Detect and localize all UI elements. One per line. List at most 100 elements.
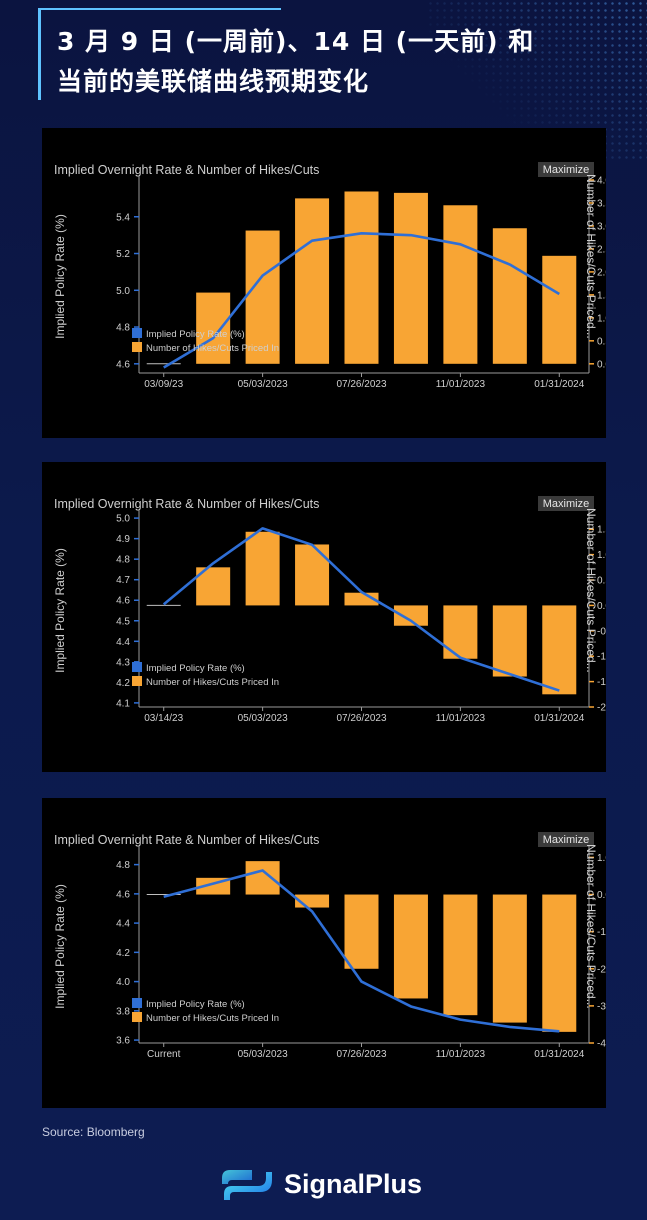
chart-current: Implied Overnight Rate & Number of Hikes…	[53, 832, 606, 1060]
right-axis-tick-label: -1.0	[597, 652, 606, 663]
bar	[245, 861, 280, 895]
right-axis-tick-label: 1.5	[597, 525, 606, 536]
left-axis-tick-label: 4.2	[116, 678, 130, 689]
brand-name: SignalPlus	[284, 1168, 423, 1199]
right-axis-tick-label: 3.5	[597, 198, 606, 209]
right-axis-tick-label: -1.5	[597, 677, 606, 688]
left-axis-tick-label: 4.7	[116, 575, 130, 586]
right-axis-tick-label: 2.5	[597, 244, 606, 255]
legend-label-bar: Number of Hikes/Cuts Priced In	[146, 343, 279, 354]
legend-swatch-line	[132, 998, 142, 1008]
legend-swatch-bar	[132, 1012, 142, 1022]
chart-title: Implied Overnight Rate & Number of Hikes…	[54, 163, 319, 177]
left-axis-tick-label: 4.6	[116, 596, 130, 607]
right-axis-tick-label: -3.0	[597, 1001, 606, 1012]
right-axis-label: Number of Hikes/Cuts Priced...	[584, 508, 598, 673]
left-axis-tick-label: 3.6	[116, 1036, 130, 1047]
x-axis-tick-label: 05/03/2023	[238, 1049, 288, 1060]
right-axis-tick-label: 2.0	[597, 267, 606, 278]
left-axis-label: Implied Policy Rate (%)	[53, 214, 67, 339]
bar	[393, 192, 428, 364]
left-axis-tick-label: 3.8	[116, 1006, 130, 1017]
bar	[542, 605, 577, 695]
chart-mar-9: Implied Overnight Rate & Number of Hikes…	[53, 162, 606, 390]
bar	[393, 605, 428, 626]
bar	[245, 230, 280, 364]
left-axis-tick-label: 4.8	[116, 555, 130, 566]
right-axis-label: Number of Hikes/Cuts Priced...	[584, 174, 598, 339]
legend-label-line: Implied Policy Rate (%)	[146, 663, 245, 674]
legend-label-bar: Number of Hikes/Cuts Priced In	[146, 1013, 279, 1024]
left-axis-label: Implied Policy Rate (%)	[53, 884, 67, 1009]
bar	[245, 531, 280, 606]
rate-line	[163, 869, 560, 1033]
page-title: 3 月 9 日 (一周前)、14 日 (一天前) 和 当前的美联储曲线预期变化	[57, 22, 534, 102]
left-axis-tick-label: 4.3	[116, 657, 130, 668]
bar	[443, 205, 478, 364]
legend-label-line: Implied Policy Rate (%)	[146, 329, 245, 340]
right-axis-tick-label: 3.0	[597, 221, 606, 232]
left-axis-tick-label: 5.4	[116, 212, 130, 223]
bar	[542, 255, 577, 364]
right-axis-tick-label: -2.0	[597, 964, 606, 975]
legend-swatch-bar	[132, 342, 142, 352]
bar	[492, 894, 527, 1023]
source-note: Source: Bloomberg	[42, 1125, 145, 1139]
page-title-line1: 3 月 9 日 (一周前)、14 日 (一天前) 和	[57, 27, 535, 56]
chart-panel-mar-9: Implied Overnight Rate & Number of Hikes…	[42, 128, 606, 438]
x-axis-tick-label: 01/31/2024	[534, 1049, 584, 1060]
maximize-button-bg	[538, 832, 594, 847]
chart-panel-mar-14: Implied Overnight Rate & Number of Hikes…	[42, 462, 606, 772]
right-axis-tick-label: 0.0	[597, 890, 606, 901]
legend-swatch-line	[132, 662, 142, 672]
right-axis-tick-label: 1.5	[597, 290, 606, 301]
right-axis-tick-label: -2.0	[597, 703, 606, 714]
right-axis-tick-label: 0.5	[597, 576, 606, 587]
x-axis-tick-label: 01/31/2024	[534, 379, 584, 390]
left-axis-tick-label: 4.4	[116, 637, 130, 648]
right-axis-label: Number of Hikes/Cuts Priced...	[584, 844, 598, 1009]
left-axis-tick-label: 5.0	[116, 514, 130, 525]
header: 3 月 9 日 (一周前)、14 日 (一天前) 和 当前的美联储曲线预期变化	[38, 8, 601, 100]
left-axis-tick-label: 4.8	[116, 860, 130, 871]
x-axis-tick-label: 11/01/2023	[436, 713, 486, 724]
left-axis-tick-label: 4.4	[116, 919, 130, 930]
maximize-button[interactable]: Maximize	[543, 834, 589, 846]
page-title-line2: 当前的美联储曲线预期变化	[57, 67, 370, 96]
right-axis-tick-label: 4.0	[597, 176, 606, 187]
title-accent-line	[41, 8, 281, 10]
x-axis-tick-label: 01/31/2024	[534, 713, 584, 724]
maximize-button-bg	[538, 496, 594, 511]
maximize-button-bg	[538, 162, 594, 177]
chart-mar-14: Implied Overnight Rate & Number of Hikes…	[53, 496, 606, 724]
brand: SignalPlus	[218, 1162, 422, 1206]
bar	[443, 605, 478, 659]
x-axis-tick-label: 11/01/2023	[436, 379, 486, 390]
x-axis-tick-label: 05/03/2023	[238, 713, 288, 724]
left-axis-tick-label: 4.8	[116, 323, 130, 334]
left-axis-tick-label: 4.6	[116, 889, 130, 900]
bar	[295, 544, 330, 606]
left-axis-tick-label: 4.0	[116, 977, 130, 988]
right-axis-tick-label: 0.0	[597, 601, 606, 612]
x-axis-tick-label: Current	[147, 1049, 181, 1060]
bar	[443, 894, 478, 1016]
legend-swatch-bar	[132, 676, 142, 686]
bar	[492, 605, 527, 677]
right-axis-tick-label: -0.5	[597, 626, 606, 637]
left-axis-tick-label: 5.0	[116, 286, 130, 297]
maximize-button[interactable]: Maximize	[543, 164, 589, 176]
x-axis-tick-label: 11/01/2023	[436, 1049, 486, 1060]
right-axis-tick-label: 1.0	[597, 313, 606, 324]
rate-line	[162, 527, 560, 692]
left-axis-tick-label: 4.6	[116, 359, 130, 370]
bar	[492, 228, 527, 364]
maximize-button[interactable]: Maximize	[543, 498, 589, 510]
left-axis-tick-label: 4.9	[116, 534, 130, 545]
left-axis-tick-label: 4.5	[116, 616, 130, 627]
x-axis-tick-label: 07/26/2023	[336, 1049, 386, 1060]
left-axis-tick-label: 4.1	[116, 698, 130, 709]
rate-line	[163, 232, 560, 369]
left-axis-tick-label: 4.2	[116, 948, 130, 959]
x-axis-tick-label: 05/03/2023	[238, 379, 288, 390]
